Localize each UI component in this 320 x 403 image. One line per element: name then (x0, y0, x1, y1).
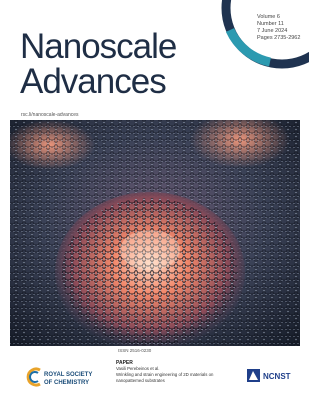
ncnst-logo (247, 369, 260, 382)
cover-image (5, 112, 300, 352)
date: 7 June 2024 (257, 28, 287, 34)
article-authors: Vasili Perebeinos et al. (116, 366, 159, 371)
page: Volume 6 Number 11 7 June 2024 Pages 273… (0, 0, 309, 403)
number: Number 11 (257, 21, 284, 27)
url: rsc.li/nanoscale-advances (21, 112, 79, 118)
publisher-line-1: ROYAL SOCIETY (44, 372, 92, 378)
issn: ISSN 2516-0230 (118, 348, 152, 353)
rsc-logo (28, 369, 40, 385)
partner: NCNST (263, 372, 291, 381)
article-title: Wrinkling and strain engineering of 2D m… (116, 372, 214, 377)
title-line-1: Nanoscale (20, 27, 176, 66)
title-line-2: Advances (20, 62, 166, 101)
publisher-line-2: OF CHEMISTRY (44, 380, 89, 386)
volume: Volume 6 (257, 14, 280, 20)
article-title: nanopatterned substrates (116, 378, 165, 383)
pages: Pages 2735-2962 (257, 35, 300, 41)
cover: Volume 6 Number 11 7 June 2024 Pages 273… (0, 0, 309, 403)
